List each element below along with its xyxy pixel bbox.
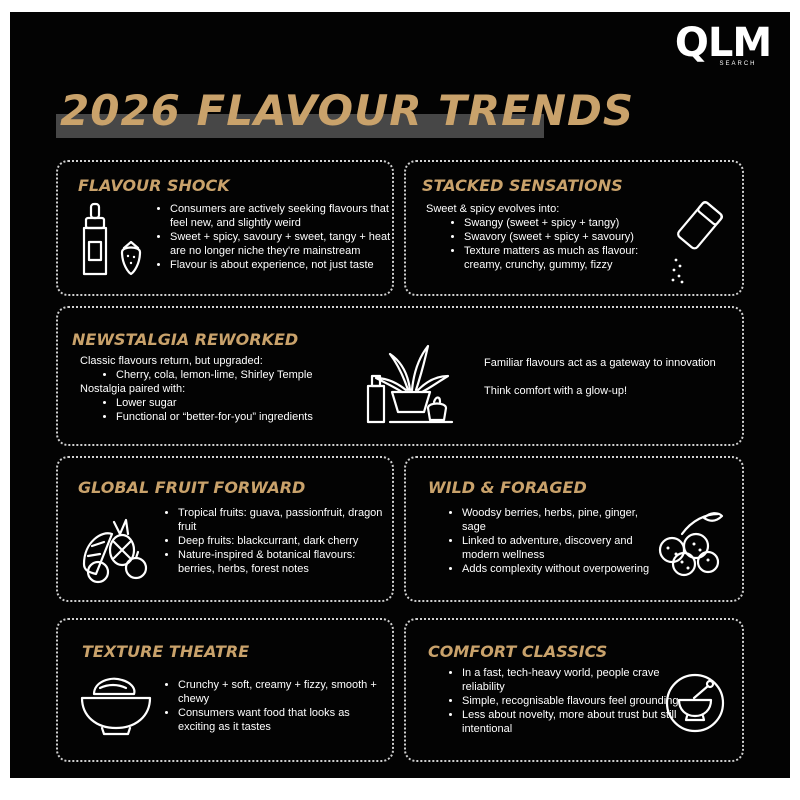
bullet-list: Woodsy berries, herbs, pine, ginger, sag… bbox=[446, 506, 662, 576]
mortar-pestle-icon bbox=[664, 672, 726, 739]
card-title: FLAVOUR SHOCK bbox=[78, 176, 230, 195]
card-intro: Nostalgia paired with: bbox=[80, 383, 186, 395]
list-item: Linked to adventure, discovery and moder… bbox=[462, 534, 662, 562]
list-item: Crunchy + soft, creamy + fizzy, smooth +… bbox=[178, 678, 388, 706]
bullet-list: In a fast, tech-heavy world, people crav… bbox=[446, 666, 680, 736]
list-item: Cherry, cola, lemon-lime, Shirley Temple bbox=[116, 368, 376, 382]
list-item: Adds complexity without overpowering bbox=[462, 562, 662, 576]
card-title: WILD & FORAGED bbox=[428, 478, 587, 497]
berries-icon bbox=[652, 510, 726, 585]
list-item: Less about novelty, more about trust but… bbox=[462, 708, 680, 736]
salt-shaker-icon bbox=[664, 194, 728, 291]
card-intro: Classic flavours return, but upgraded: bbox=[80, 355, 263, 367]
card-flavour-shock: FLAVOUR SHOCK Consumers are actively see… bbox=[56, 160, 394, 296]
bullet-list: Crunchy + soft, creamy + fizzy, smooth +… bbox=[162, 678, 388, 734]
newstalgia-statement: Think comfort with a glow-up! bbox=[484, 385, 628, 397]
card-intro: Sweet & spicy evolves into: bbox=[426, 203, 560, 215]
card-texture-theatre: TEXTURE THEATRE Crunchy + soft, creamy +… bbox=[56, 618, 394, 762]
brand-logo: QLM SEARCH bbox=[673, 22, 773, 67]
list-item: Lower sugar bbox=[116, 396, 376, 410]
title-underline-band bbox=[56, 114, 544, 138]
card-title: GLOBAL FRUIT FORWARD bbox=[78, 478, 306, 497]
bullet-list: Consumers are actively seeking flavours … bbox=[154, 202, 394, 272]
card-title: STACKED SENSATIONS bbox=[422, 176, 623, 195]
bullet-list: Swangy (sweet + spicy + tangy) Swavory (… bbox=[448, 216, 664, 272]
fruit-basket-icon bbox=[78, 512, 152, 591]
list-item: Flavour is about experience, not just ta… bbox=[170, 258, 394, 272]
list-item: In a fast, tech-heavy world, people crav… bbox=[462, 666, 680, 694]
card-title: NEWSTALGIA REWORKED bbox=[72, 330, 299, 349]
list-item: Nature-inspired & botanical flavours: be… bbox=[178, 548, 390, 576]
list-item: Consumers want food that looks as exciti… bbox=[178, 706, 388, 734]
dropper-bottle-strawberry-icon bbox=[78, 202, 148, 285]
card-newstalgia-reworked: NEWSTALGIA REWORKED Classic flavours ret… bbox=[56, 306, 744, 446]
list-item: Functional or “better-for-you” ingredien… bbox=[116, 410, 376, 424]
list-item: Tropical fruits: guava, passionfruit, dr… bbox=[178, 506, 390, 534]
list-item: Simple, recognisable flavours feel groun… bbox=[462, 694, 680, 708]
plant-bottles-icon bbox=[362, 336, 458, 433]
bullet-list: Cherry, cola, lemon-lime, Shirley Temple bbox=[100, 368, 376, 382]
list-item: Woodsy berries, herbs, pine, ginger, sag… bbox=[462, 506, 662, 534]
page-title: 2026 FLAVOUR TRENDS bbox=[60, 86, 635, 135]
list-item: Swavory (sweet + spicy + savoury) bbox=[464, 230, 664, 244]
bowl-icon bbox=[76, 668, 156, 743]
newstalgia-statement: Familiar flavours act as a gateway to in… bbox=[484, 357, 716, 369]
card-comfort-classics: COMFORT CLASSICS In a fast, tech-heavy w… bbox=[404, 618, 744, 762]
list-item: Deep fruits: blackcurrant, dark cherry bbox=[178, 534, 390, 548]
card-wild-foraged: WILD & FORAGED Woodsy berries, herbs, pi… bbox=[404, 456, 744, 602]
infographic-canvas: QLM SEARCH 2026 FLAVOUR TRENDS FLAVOUR S… bbox=[10, 12, 790, 778]
list-item: Consumers are actively seeking flavours … bbox=[170, 202, 394, 230]
bullet-list: Lower sugar Functional or “better-for-yo… bbox=[100, 396, 376, 424]
card-global-fruit-forward: GLOBAL FRUIT FORWARD Tropical fruits: gu… bbox=[56, 456, 394, 602]
list-item: Sweet + spicy, savoury + sweet, tangy + … bbox=[170, 230, 394, 258]
card-title: TEXTURE THEATRE bbox=[82, 642, 250, 661]
card-stacked-sensations: STACKED SENSATIONS Sweet & spicy evolves… bbox=[404, 160, 744, 296]
brand-tagline: SEARCH bbox=[719, 61, 757, 67]
bullet-list: Tropical fruits: guava, passionfruit, dr… bbox=[162, 506, 390, 576]
list-item: Swangy (sweet + spicy + tangy) bbox=[464, 216, 664, 230]
list-item: Texture matters as much as flavour: crea… bbox=[464, 244, 664, 272]
card-title: COMFORT CLASSICS bbox=[428, 642, 608, 661]
brand-logo-text: QLM bbox=[674, 20, 772, 66]
